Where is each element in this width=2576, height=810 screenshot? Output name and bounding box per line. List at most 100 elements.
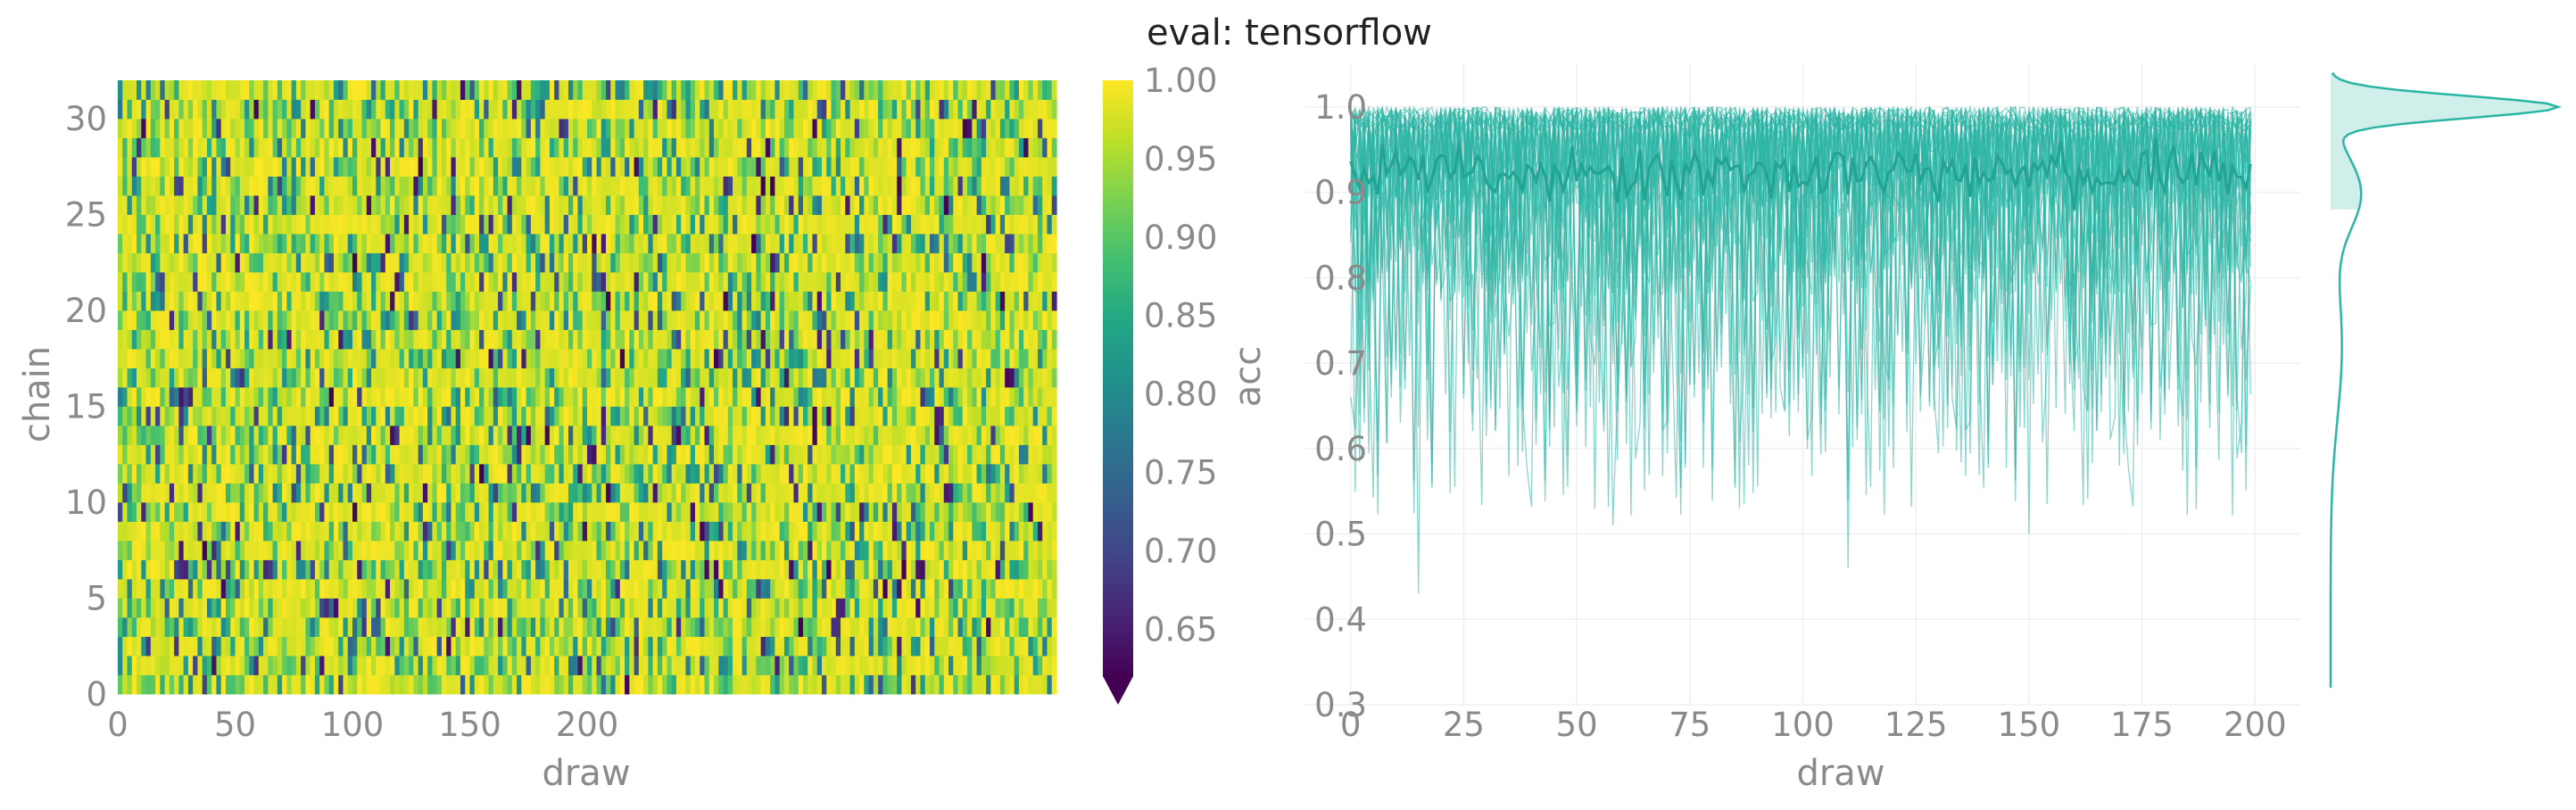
heatmap-cell: [263, 579, 269, 599]
heatmap-cell: [957, 656, 964, 675]
heatmap-cell: [432, 252, 438, 273]
heatmap-cell: [380, 464, 386, 484]
heatmap-cell: [563, 272, 569, 292]
heatmap-cell: [451, 483, 457, 503]
heatmap-cell: [544, 349, 551, 368]
heatmap-cell: [249, 426, 255, 445]
heatmap-cell: [986, 387, 991, 407]
heatmap-cell: [160, 368, 166, 388]
heatmap-cell: [1009, 559, 1015, 580]
heatmap-cell: [694, 444, 700, 465]
heatmap-cell: [301, 598, 306, 618]
heatmap-cell: [235, 502, 241, 522]
heatmap-cell: [1014, 291, 1020, 311]
heatmap-cell: [831, 291, 837, 311]
heatmap-cell: [629, 521, 635, 541]
heatmap-cell: [390, 291, 395, 311]
heatmap-cell: [427, 349, 434, 368]
heatmap-cell: [849, 617, 856, 637]
heatmap-cell: [409, 252, 414, 273]
heatmap-cell: [577, 252, 584, 273]
heatmap-cell: [394, 674, 401, 695]
heatmap-cell: [390, 272, 395, 292]
heatmap-cell: [962, 674, 968, 695]
heatmap-cell: [366, 636, 372, 657]
heatmap-cell: [746, 444, 752, 465]
heatmap-cell: [986, 617, 991, 637]
heatmap-cell: [587, 444, 592, 465]
heatmap-cell: [878, 674, 883, 695]
heatmap-cell: [521, 214, 527, 235]
heatmap-cell: [427, 291, 434, 311]
heatmap-cell: [291, 598, 297, 618]
heatmap-cell: [295, 368, 302, 388]
heatmap-cell: [685, 349, 692, 368]
heatmap-cell: [783, 406, 790, 426]
heatmap-cell: [220, 310, 227, 330]
heatmap-cell: [878, 502, 883, 522]
heatmap-cell: [727, 541, 733, 560]
heatmap-cell: [517, 521, 522, 541]
heatmap-cell: [493, 310, 499, 330]
heatmap-cell: [976, 617, 982, 637]
heatmap-cell: [901, 559, 907, 580]
heatmap-cell: [727, 349, 733, 368]
heatmap-cell: [1037, 444, 1043, 465]
heatmap-cell: [446, 214, 452, 235]
heatmap-cell: [310, 426, 316, 445]
heatmap-cell: [891, 559, 898, 580]
heatmap-cell: [507, 598, 513, 618]
heatmap-cell: [760, 617, 766, 637]
heatmap-cell: [704, 636, 710, 657]
heatmap-cell: [141, 617, 147, 637]
heatmap-cell: [953, 291, 959, 311]
heatmap-cell: [643, 502, 649, 522]
heatmap-cell: [150, 387, 156, 407]
heatmap-cell: [671, 406, 677, 426]
heatmap-cell: [845, 617, 851, 637]
heatmap-cell: [169, 464, 175, 484]
heatmap-cell: [915, 617, 922, 637]
heatmap-cell: [1014, 617, 1020, 637]
heatmap-cell: [460, 214, 466, 235]
heatmap-cell: [352, 329, 358, 350]
heatmap-cell: [451, 617, 457, 637]
heatmap-cell: [675, 387, 682, 407]
heatmap-cell: [554, 541, 560, 560]
heatmap-cell: [164, 444, 170, 465]
heatmap-cell: [451, 349, 457, 368]
heatmap-cell: [517, 406, 522, 426]
heatmap-cell: [277, 291, 283, 311]
heatmap-cell: [563, 483, 569, 503]
heatmap-cell: [394, 656, 401, 675]
heatmap-cell: [216, 252, 222, 273]
heatmap-cell: [667, 579, 673, 599]
heatmap-cell: [502, 387, 509, 407]
heatmap-cell: [230, 368, 236, 388]
heatmap-cell: [1051, 674, 1057, 695]
heatmap-cell: [352, 598, 358, 618]
heatmap-cell: [357, 674, 363, 695]
heatmap-cell: [723, 252, 729, 273]
heatmap-cell: [708, 310, 715, 330]
heatmap-cell: [268, 234, 274, 253]
heatmap-cell: [690, 310, 696, 330]
heatmap-cell: [216, 387, 222, 407]
heatmap-cell: [244, 310, 250, 330]
heatmap-cell: [319, 234, 326, 253]
heatmap-cell: [164, 636, 170, 657]
heatmap-cell: [723, 214, 729, 235]
heatmap-cell: [957, 579, 964, 599]
heatmap-cell: [230, 636, 236, 657]
heatmap-cell: [573, 291, 579, 311]
heatmap-cell: [488, 387, 494, 407]
heatmap-cell: [376, 252, 382, 273]
heatmap-cell: [934, 310, 940, 330]
heatmap-cell: [619, 252, 625, 273]
heatmap-cell: [733, 521, 738, 541]
heatmap-cell: [422, 444, 428, 465]
heatmap-cell: [700, 521, 706, 541]
heatmap-cell: [573, 444, 579, 465]
heatmap-cell: [854, 368, 860, 388]
heatmap-cell: [502, 349, 509, 368]
